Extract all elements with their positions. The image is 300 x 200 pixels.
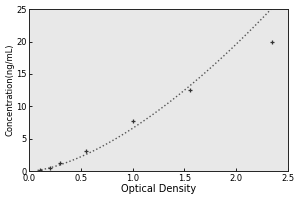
X-axis label: Optical Density: Optical Density: [121, 184, 196, 194]
Y-axis label: Concentration(ng/mL): Concentration(ng/mL): [6, 44, 15, 136]
